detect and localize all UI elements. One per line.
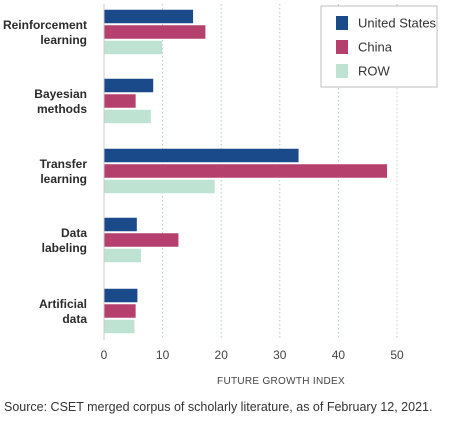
- bar: [104, 248, 141, 263]
- category-label: Artificial data: [39, 297, 87, 326]
- x-tick-labels: 0 10 20 30 40 50: [101, 348, 404, 362]
- x-tick-label: 20: [215, 348, 229, 362]
- legend-swatch: [336, 40, 348, 54]
- bar: [104, 9, 194, 24]
- legend-swatch: [336, 16, 348, 30]
- bar: [104, 233, 179, 247]
- bar: [104, 94, 136, 108]
- x-tick-label: 30: [273, 348, 287, 362]
- legend-label: United States: [358, 16, 437, 31]
- bar: [104, 25, 206, 39]
- bar: [104, 40, 163, 55]
- source-note: Source: CSET merged corpus of scholarly …: [4, 400, 433, 414]
- bar: [104, 78, 154, 93]
- x-axis-title: FUTURE GROWTH INDEX: [217, 376, 345, 387]
- category-label: Transfer learning: [40, 157, 88, 186]
- x-tick-label: 40: [332, 348, 346, 362]
- bar: [104, 217, 137, 232]
- x-tick-label: 10: [156, 348, 170, 362]
- bar: [104, 288, 138, 303]
- bar: [104, 164, 388, 178]
- bar: [104, 109, 151, 124]
- legend-label: ROW: [358, 64, 391, 79]
- category-label: Data labeling: [42, 226, 88, 255]
- x-tick-label: 0: [101, 348, 108, 362]
- category-label: Bayesian methods: [34, 87, 87, 116]
- category-labels: Reinforcement learning Bayesian methods Tran…: [3, 18, 87, 326]
- legend-label: China: [358, 40, 393, 55]
- bars: [104, 9, 388, 334]
- bar: [104, 179, 215, 194]
- x-tick-label: 50: [390, 348, 404, 362]
- bar: [104, 319, 135, 334]
- bar: [104, 304, 136, 318]
- bar: [104, 148, 299, 163]
- category-label: Reinforcement learning: [3, 18, 87, 47]
- bar-chart: Reinforcement learning Bayesian methods Tran…: [3, 4, 438, 387]
- legend-swatch: [336, 64, 348, 78]
- legend: United States China ROW: [320, 5, 438, 88]
